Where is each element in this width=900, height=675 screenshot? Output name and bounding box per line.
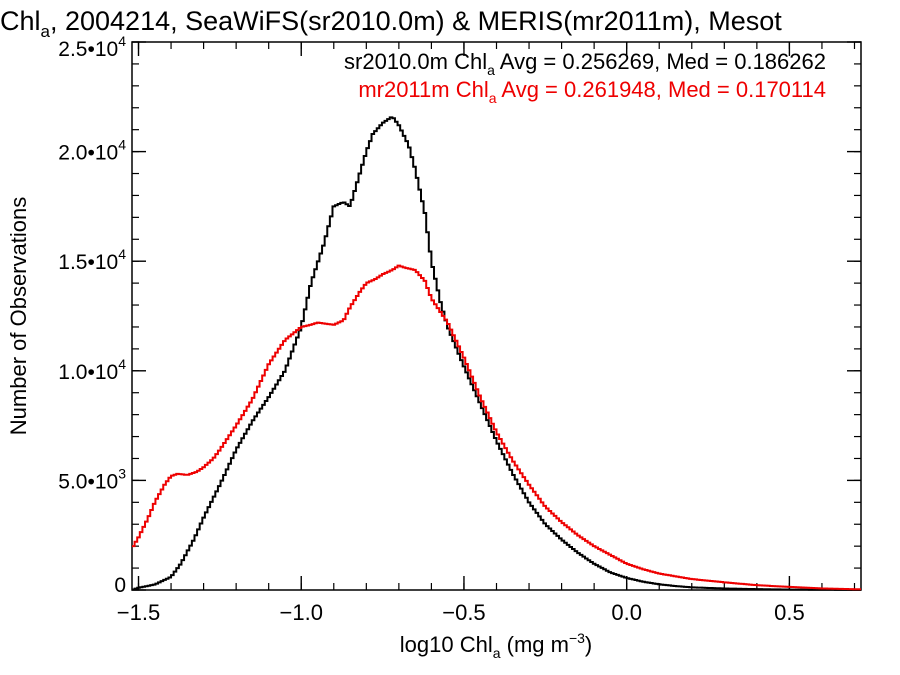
x-tick-label: 0.5 (774, 600, 805, 625)
annotation-pre: sr2010.0m Chl (344, 49, 487, 74)
y-tick-exponent: 4 (118, 137, 126, 153)
y-axis-label: Number of Observations (6, 197, 31, 435)
y-tick-mantissa: 0 (114, 574, 126, 597)
xlabel-post: ) (585, 632, 592, 657)
xlabel-pre: log10 Chl (400, 632, 493, 657)
title-post: , 2004214, SeaWiFS(sr2010.0m) & MERIS(mr… (50, 6, 782, 36)
x-axis-label: log10 Chla (mg m−3) (400, 630, 593, 661)
y-tick-label: 2.5•104 (58, 33, 126, 61)
y-tick-mantissa: 2.0•10 (58, 142, 118, 165)
xlabel-sub: a (493, 645, 501, 661)
y-tick-exponent: 3 (118, 465, 126, 481)
x-tick-label: −0.5 (442, 600, 485, 625)
y-tick-exponent: 4 (118, 246, 126, 262)
xlabel-mid: (mg m (501, 632, 569, 657)
x-tick-label: −1.0 (280, 600, 323, 625)
annotation-sub: a (489, 90, 497, 106)
title-pre: Chl (0, 6, 41, 36)
annotation-sub: a (487, 62, 495, 78)
annotation-mr2011m: mr2011m Chla Avg = 0.261948, Med = 0.170… (358, 77, 826, 106)
x-tick-label: 0.0 (611, 600, 642, 625)
title-sub: a (41, 22, 51, 41)
y-tick-exponent: 4 (118, 33, 126, 49)
y-tick-mantissa: 2.5•10 (58, 38, 118, 61)
annotation-sr2010.0m: sr2010.0m Chla Avg = 0.256269, Med = 0.1… (344, 49, 826, 78)
y-tick-exponent: 4 (118, 356, 126, 372)
axis-ticks (132, 41, 861, 591)
series-layer (132, 116, 861, 591)
y-tick-mantissa: 1.0•10 (58, 361, 118, 384)
stats-annotations: sr2010.0m Chla Avg = 0.256269, Med = 0.1… (344, 49, 826, 106)
xlabel-sup: −3 (569, 630, 585, 646)
y-tick-mantissa: 1.5•10 (58, 251, 118, 274)
y-tick-label: 2.0•104 (58, 137, 126, 165)
y-tick-label: 1.5•104 (58, 246, 126, 274)
x-tick-label: −1.5 (117, 600, 160, 625)
y-tick-label: 1.0•104 (58, 356, 126, 384)
plot-frame (131, 41, 862, 591)
annotation-pre: mr2011m Chl (358, 77, 488, 102)
y-tick-label: 0 (114, 574, 126, 597)
annotation-post: Avg = 0.261948, Med = 0.170114 (497, 77, 826, 102)
series-mr2011m (132, 264, 861, 591)
annotation-post: Avg = 0.256269, Med = 0.186262 (495, 49, 826, 74)
y-tick-label: 5.0•103 (58, 465, 126, 493)
chart-title: Chla, 2004214, SeaWiFS(sr2010.0m) & MERI… (0, 6, 782, 41)
series-sr2010.0m (132, 116, 861, 591)
axis-tick-labels: −1.5 −1.0 −0.5 0.0 0.505.0•1031.0•1041.5•104… (58, 33, 804, 625)
y-tick-mantissa: 5.0•10 (58, 470, 118, 493)
